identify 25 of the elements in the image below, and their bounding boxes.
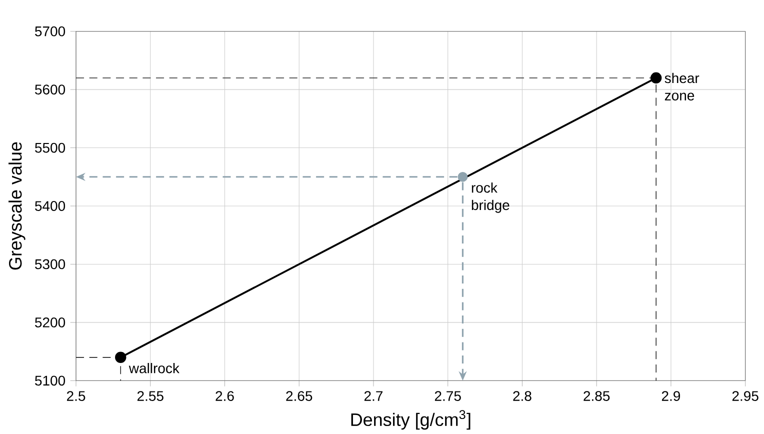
x-tick-label: 2.9 (662, 391, 680, 401)
y-tick-label: 5200 (35, 317, 66, 328)
x-tick-label: 2.55 (137, 391, 164, 401)
annotation: rock bridge (472, 182, 510, 213)
point (650, 72, 662, 84)
point (458, 172, 468, 182)
x-tick-label: 2.6 (216, 391, 234, 401)
x-tick-label: 2.7 (364, 391, 382, 401)
y-tick-label: 5300 (35, 259, 66, 270)
y-tick-label: 5600 (35, 84, 66, 94)
y-tick-label: 5400 (35, 201, 66, 211)
y-axis-title: Greyscale value (8, 142, 26, 270)
x-tick-label: 2.95 (732, 391, 758, 401)
x-tick-label: 2.85 (584, 391, 610, 401)
x-tick-label: 2.65 (286, 391, 312, 401)
y-tick-label: 5100 (35, 376, 66, 386)
annotation: wallrock (128, 362, 180, 374)
x-tick-label: 2.5 (66, 391, 86, 401)
y-tick-label: 5700 (35, 26, 66, 36)
x-tick-label: 2.8 (513, 391, 532, 401)
x-tick-label: 2.75 (434, 391, 461, 401)
annotation: shear zone (664, 72, 700, 100)
x-axis-title: Density [g/cm$^{3}$] (351, 410, 470, 430)
point (115, 352, 126, 363)
y-tick-label: 5500 (35, 142, 66, 153)
